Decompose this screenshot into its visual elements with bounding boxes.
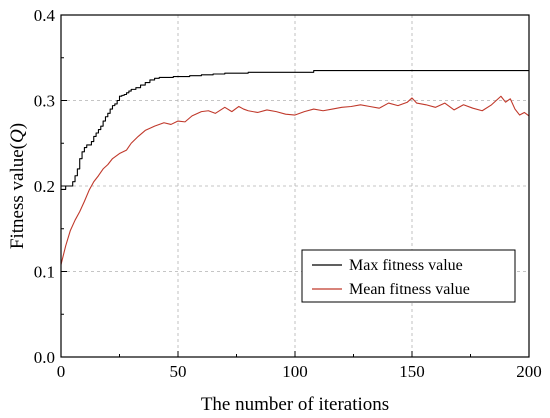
mean-fitness-line (60, 95, 530, 265)
x-axis-title: The number of iterations (201, 394, 389, 415)
y-axis-title-prefix: Fitness value( (7, 143, 28, 249)
legend-box (301, 249, 516, 303)
y-tick-label: 0.3 (34, 92, 55, 111)
x-tick-label: 0 (57, 362, 66, 381)
max-fitness-line (61, 70, 529, 190)
tick-labels: 0 50 100 150 200 0.0 0.1 0.2 0.3 0.4 (34, 6, 542, 381)
y-axis-title-variable: Q (7, 129, 28, 143)
x-tick-label: 50 (170, 362, 187, 381)
axis-ticks (60, 14, 530, 358)
series-lines (60, 70, 530, 265)
grid-lines (61, 15, 529, 357)
legend-label-max: Max fitness value (349, 257, 463, 274)
y-tick-label: 0.2 (34, 177, 55, 196)
y-tick-label: 0.0 (34, 348, 55, 367)
legend-label-mean: Mean fitness value (349, 281, 470, 298)
x-tick-label: 200 (516, 362, 542, 381)
legend: Max fitness value Mean fitness value (301, 249, 516, 303)
y-axis-title-suffix: ) (7, 123, 28, 129)
x-tick-label: 150 (399, 362, 425, 381)
y-tick-label: 0.4 (34, 6, 56, 25)
y-axis-title: Fitness value(Q) (7, 123, 28, 249)
y-tick-label: 0.1 (34, 263, 55, 282)
x-tick-label: 100 (282, 362, 308, 381)
